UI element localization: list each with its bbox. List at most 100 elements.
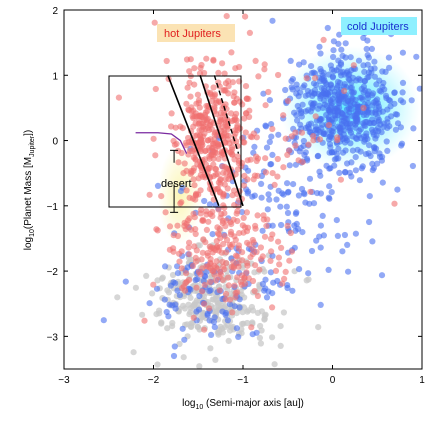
hot-core-point [215, 69, 222, 76]
cold-mid-point [235, 333, 242, 340]
cold-core-point [296, 106, 303, 113]
cold-core-point [329, 74, 337, 81]
hot-low-point [276, 261, 283, 268]
cold-mid-point [348, 159, 355, 166]
desert-label: desert [161, 178, 192, 190]
hot-low-point [206, 305, 213, 312]
cold-mid-point [264, 206, 271, 213]
hot-low-point [186, 251, 193, 258]
hot-spread-point [168, 123, 175, 130]
hot-low-point [278, 244, 285, 251]
cold-core-point [352, 135, 359, 142]
hot-low-point [150, 281, 157, 288]
cold-core-point [334, 78, 342, 85]
cold-core-point [311, 87, 319, 94]
cold-core-point [330, 38, 337, 45]
cold-core-point [312, 127, 319, 134]
cold-low-point [161, 296, 168, 303]
hot-low-point [199, 249, 206, 256]
cold-mid-point [326, 195, 333, 202]
cold-core-point [328, 66, 336, 73]
hot-spread-point [146, 191, 153, 198]
hot-low-point [244, 224, 252, 231]
gray-low-point [271, 361, 278, 368]
cold-core-point [369, 167, 376, 174]
cold-mid-point [154, 182, 162, 189]
cold-mid-point [201, 197, 208, 205]
cold-core-point [358, 165, 365, 172]
hot-core-point [217, 109, 224, 116]
cold-core-point [319, 72, 326, 79]
hot-low-point [203, 208, 210, 215]
gray-low-point [254, 309, 261, 316]
hot-low-point [225, 274, 232, 281]
cold-core-point [366, 193, 373, 200]
cold-mid-point [300, 189, 307, 196]
hot-low-point [234, 253, 241, 260]
hot-low-point [231, 282, 238, 289]
cold-mid-point [326, 126, 333, 133]
hot-core-point [231, 89, 238, 96]
hot-spread-point [234, 166, 241, 173]
cold-mid-point [284, 180, 291, 187]
hot-low-point [193, 284, 200, 291]
cold-core-point [293, 81, 300, 88]
cold-core-point [330, 53, 337, 61]
cold-core-point [347, 54, 354, 61]
gray-low-point [269, 334, 276, 341]
hot-core-point [180, 170, 187, 177]
cold-mid-point [328, 189, 335, 196]
cold-core-point [397, 124, 404, 131]
cold-core-point [330, 47, 337, 54]
hot-low-point [232, 289, 239, 296]
cold-mid-point [378, 272, 386, 279]
gray-low-point [139, 311, 146, 318]
hot-core-point [242, 129, 249, 136]
cold-core-point [333, 67, 340, 74]
cold-core-point [347, 129, 355, 136]
hot-low-point [176, 258, 183, 265]
cold-mid-point [317, 190, 324, 197]
gray-low-point [191, 301, 198, 308]
cold-mid-point [306, 200, 313, 207]
hot-low-point [226, 241, 233, 248]
cold-low-point [224, 317, 231, 324]
cold-mid-point [265, 191, 272, 198]
hot-core-point [215, 79, 222, 86]
hot-low-point [259, 253, 266, 260]
cold-mid-point [306, 175, 314, 182]
cold-mid-point [320, 97, 328, 104]
hot-spread-point [239, 160, 246, 167]
cold-mid-point [292, 161, 299, 168]
cold-core-point [386, 64, 393, 71]
hot-spread-point [247, 133, 254, 140]
cold-core-point [378, 129, 385, 136]
hot-spread-point [252, 57, 259, 64]
hot-low-point [178, 248, 185, 255]
hot-low-point [244, 260, 251, 267]
hot-core-point [219, 60, 226, 67]
cold-mid-point [269, 290, 276, 297]
hot-core-point [210, 84, 217, 91]
cold-core-point [325, 85, 332, 92]
hot-spread-point [316, 136, 324, 143]
hot-spread-point [232, 65, 239, 72]
cold-core-point [284, 209, 292, 217]
cold-core-point [331, 156, 338, 163]
cold-core-point [369, 160, 376, 167]
x-tick-label: 1 [419, 375, 425, 386]
hot-spread-point [204, 115, 211, 122]
cold-core-point [308, 63, 315, 70]
hot-low-point [225, 282, 232, 289]
hot-spread-point [235, 260, 242, 267]
cold-core-point [289, 76, 296, 83]
cold-low-point [162, 263, 169, 270]
hot-low-point [275, 254, 282, 261]
cold-low-point [211, 324, 218, 331]
y-tick-label: −1 [47, 202, 59, 213]
hot-low-point [239, 222, 246, 229]
cold-core-point [399, 49, 406, 56]
hot-spread-point [261, 61, 268, 68]
cold-low-point [176, 292, 183, 299]
gray-low-point [159, 274, 166, 281]
